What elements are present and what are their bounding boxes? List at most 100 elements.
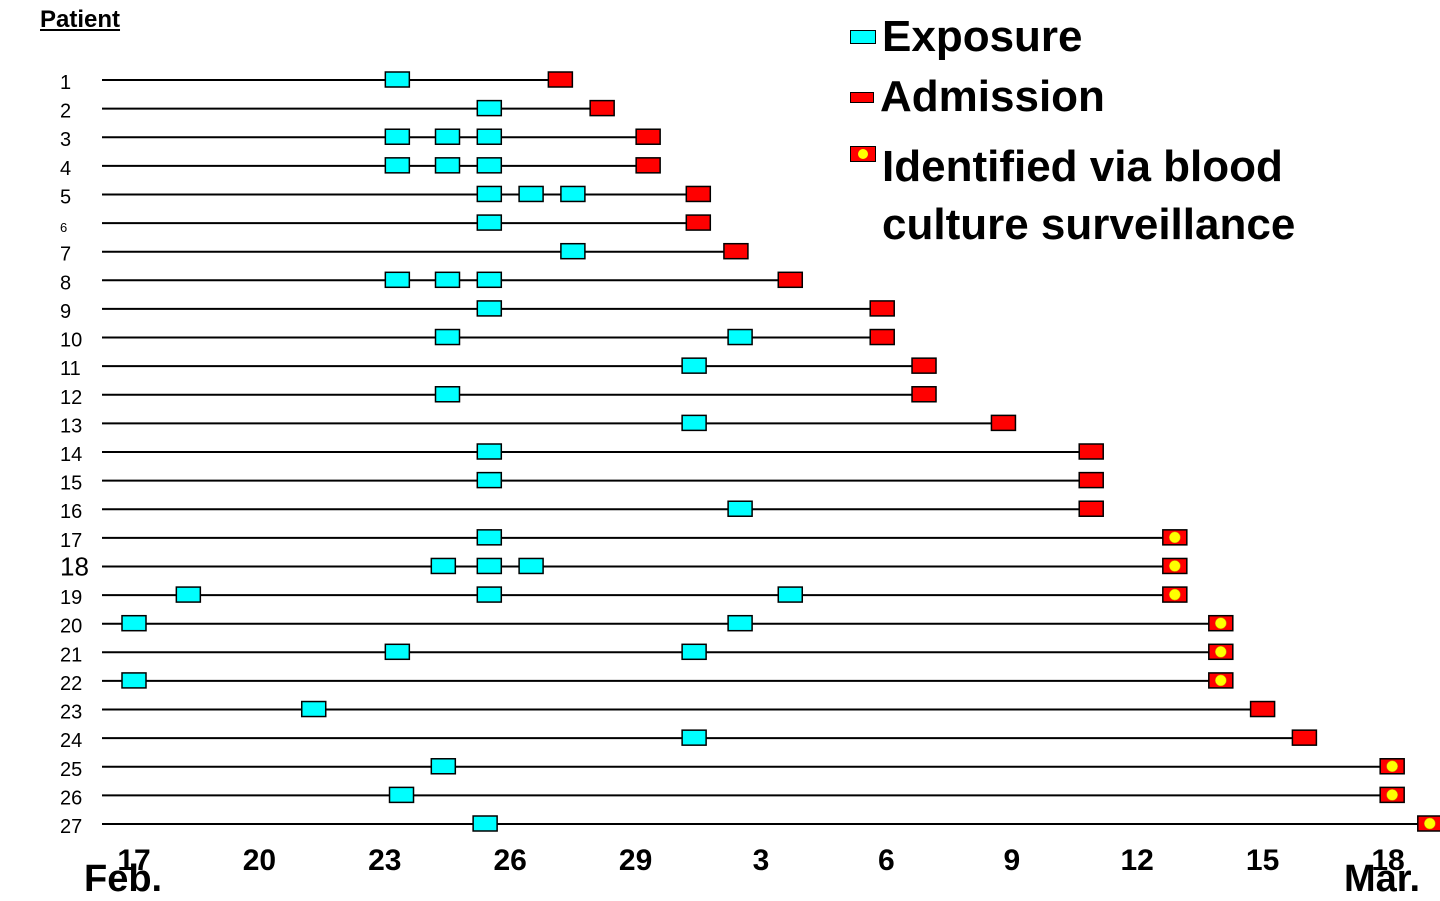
patient-label-24: 24	[60, 730, 82, 752]
admission-marker-23	[1249, 700, 1276, 718]
blood-culture-marker-20	[1215, 617, 1227, 629]
exposure-swatch-icon	[850, 30, 876, 44]
exposure-marker-3-3	[476, 128, 503, 145]
exposure-marker-14-1	[476, 443, 503, 460]
x-tick-label-29: 29	[619, 844, 652, 877]
exposure-marker-3-1	[384, 128, 411, 145]
exposure-marker-6-1	[476, 214, 503, 231]
patient-label-19: 19	[60, 587, 82, 609]
exposure-marker-10-1	[434, 328, 461, 346]
admission-marker-14	[1078, 443, 1104, 460]
patient-label-9: 9	[60, 301, 71, 323]
exposure-marker-11-1	[681, 357, 707, 374]
admission-marker-24	[1291, 729, 1318, 746]
patient-label-14: 14	[60, 444, 82, 466]
admission-marker-12	[911, 386, 937, 403]
patient-label-18: 18	[60, 551, 89, 581]
admission-marker-13	[990, 414, 1017, 432]
admission-marker-9	[869, 300, 895, 317]
exposure-marker-8-2	[434, 271, 461, 289]
admission-marker-8	[777, 271, 804, 289]
x-tick-label-26: 26	[494, 844, 527, 877]
x-tick-label-6: 6	[878, 844, 895, 877]
patient-label-3: 3	[60, 129, 71, 151]
x-tick-label-12: 12	[1121, 844, 1154, 877]
exposure-marker-8-3	[476, 271, 503, 289]
exposure-marker-10-2	[727, 328, 753, 346]
exposure-marker-21-2	[681, 643, 707, 661]
patient-label-21: 21	[60, 644, 82, 666]
admission-marker-16	[1078, 500, 1104, 517]
patient-label-20: 20	[60, 616, 82, 638]
x-tick-label-15: 15	[1246, 844, 1279, 877]
exposure-marker-19-3	[777, 586, 804, 603]
exposure-marker-19-2	[476, 586, 503, 603]
exposure-marker-18-3	[518, 557, 544, 575]
admission-marker-10	[869, 328, 895, 346]
patient-label-11: 11	[60, 358, 81, 380]
admission-marker-4	[635, 157, 661, 174]
patient-label-16: 16	[60, 501, 82, 523]
month-label-feb: Feb.	[84, 858, 163, 900]
admission-marker-2	[589, 99, 615, 117]
exposure-marker-16-1	[727, 500, 753, 517]
patient-label-26: 26	[60, 787, 82, 809]
legend-blood-label: Identified via blood culture surveillanc…	[882, 142, 1296, 249]
patient-label-8: 8	[60, 272, 71, 294]
exposure-marker-18-2	[476, 557, 503, 575]
blood-culture-swatch-icon	[850, 146, 876, 162]
admission-marker-7	[723, 242, 749, 260]
patient-label-22: 22	[60, 673, 82, 695]
legend-admission: Admission	[850, 72, 1105, 122]
exposure-marker-9-1	[476, 300, 503, 317]
legend-blood-culture: Identified via blood culture surveillanc…	[850, 138, 1352, 254]
exposure-marker-27-1	[472, 815, 498, 832]
admission-marker-5	[685, 185, 712, 203]
exposure-marker-18-1	[430, 557, 457, 575]
patient-label-7: 7	[60, 244, 71, 266]
x-tick-label-23: 23	[368, 844, 401, 877]
admission-marker-6	[685, 214, 712, 231]
legend-admission-label: Admission	[880, 72, 1105, 121]
exposure-marker-25-1	[430, 758, 457, 775]
exposure-marker-19-1	[175, 586, 202, 603]
legend-exposure: Exposure	[850, 12, 1083, 62]
exposure-marker-7-1	[560, 242, 586, 260]
patient-label-10: 10	[60, 330, 82, 352]
y-axis-title: Patient	[40, 6, 121, 33]
exposure-marker-23-1	[300, 700, 327, 718]
x-tick-label-20: 20	[243, 844, 276, 877]
exposure-marker-5-3	[560, 185, 586, 203]
exposure-marker-22-1	[121, 672, 147, 689]
exposure-marker-4-2	[434, 157, 461, 174]
patient-label-4: 4	[60, 158, 71, 180]
x-tick-label-3: 3	[753, 844, 770, 877]
blood-culture-marker-25	[1386, 760, 1398, 773]
blood-culture-marker-19	[1169, 588, 1181, 601]
patient-label-1: 1	[60, 72, 71, 94]
blood-culture-marker-18	[1169, 560, 1181, 572]
exposure-marker-20-2	[727, 614, 753, 632]
admission-swatch-icon	[850, 91, 874, 103]
exposure-marker-4-3	[476, 157, 503, 174]
patient-label-25: 25	[60, 759, 82, 781]
patient-label-15: 15	[60, 473, 82, 495]
patient-label-27: 27	[60, 816, 82, 838]
patient-label-6: 6	[60, 220, 67, 235]
exposure-marker-24-1	[681, 729, 707, 746]
blood-culture-marker-21	[1215, 646, 1227, 658]
exposure-marker-8-1	[384, 271, 411, 289]
exposure-marker-26-1	[388, 786, 415, 804]
patient-label-13: 13	[60, 415, 82, 437]
exposure-marker-13-1	[681, 414, 707, 432]
exposure-marker-4-1	[384, 157, 411, 174]
exposure-marker-21-1	[384, 643, 411, 661]
blood-culture-marker-22	[1215, 674, 1227, 687]
patient-label-17: 17	[60, 530, 82, 552]
patient-label-2: 2	[60, 101, 71, 123]
admission-marker-11	[911, 357, 937, 374]
exposure-marker-5-1	[476, 185, 503, 203]
admission-marker-3	[635, 128, 661, 145]
blood-culture-marker-26	[1386, 789, 1398, 801]
